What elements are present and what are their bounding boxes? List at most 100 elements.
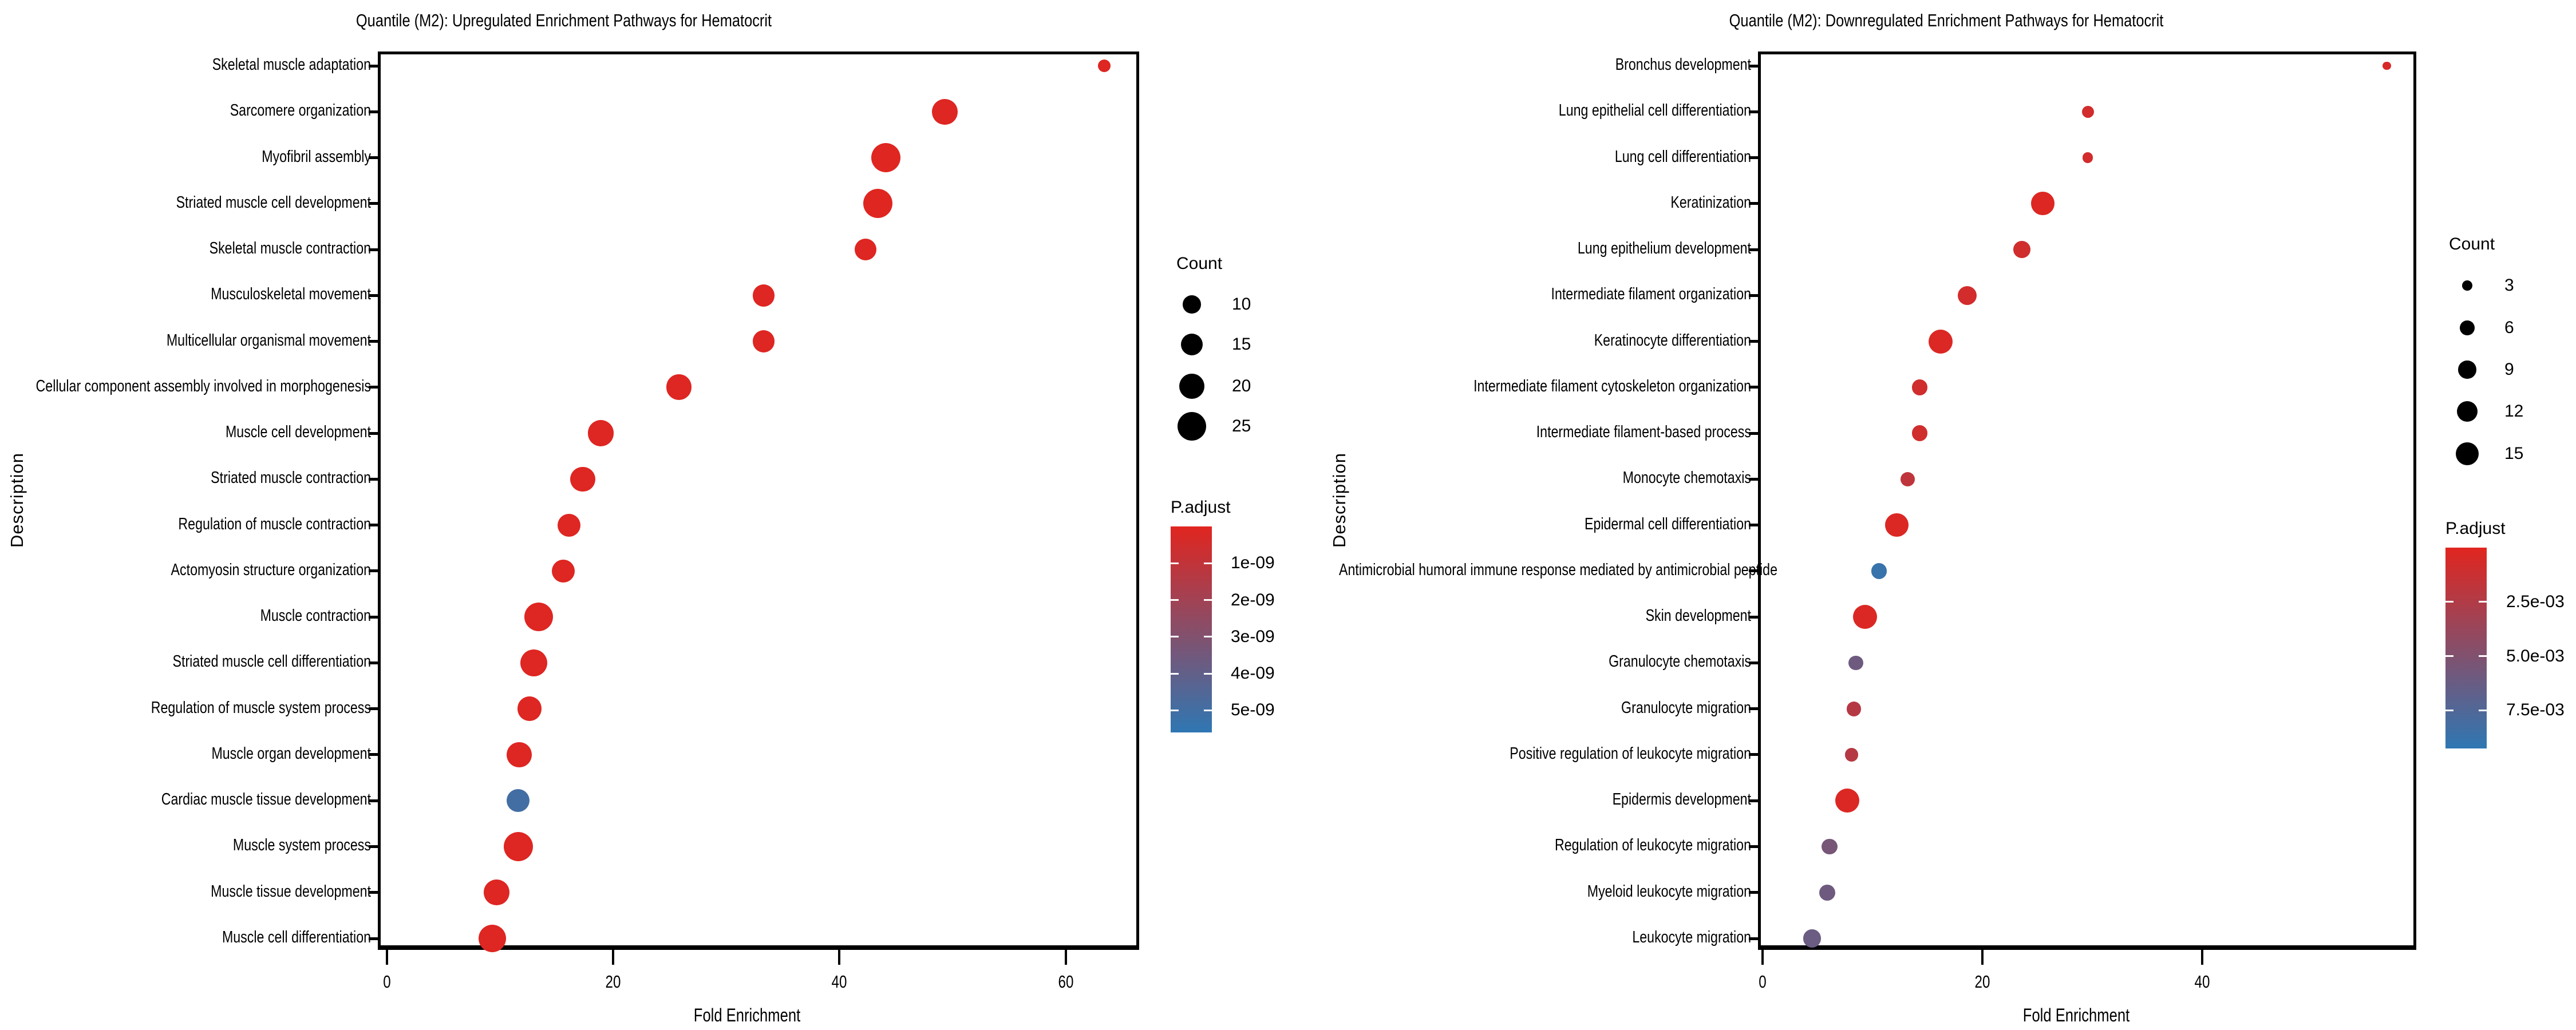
y-tick-mark <box>369 845 378 848</box>
category-label: Bronchus development <box>1615 56 1751 74</box>
category-label: Musculoskeletal movement <box>211 285 371 304</box>
count-legend-label: 15 <box>1232 335 1251 354</box>
data-point <box>587 420 614 446</box>
data-point <box>558 513 581 537</box>
colorbar-tick-mark <box>1171 672 1179 675</box>
padjust-tick-label: 3e-09 <box>1231 627 1275 646</box>
y-tick-mark <box>1749 64 1758 68</box>
colorbar-tick-mark <box>1171 599 1179 601</box>
category-label: Antimicrobial humoral immune response me… <box>1339 560 1777 579</box>
y-tick-mark <box>1749 524 1758 527</box>
y-tick-mark <box>1749 202 1758 205</box>
count-legend-label: 9 <box>2504 360 2514 379</box>
x-tick-mark <box>386 950 388 965</box>
y-tick-mark <box>1749 937 1758 940</box>
plot-panel <box>378 52 1139 950</box>
y-tick-mark <box>1749 386 1758 389</box>
colorbar-tick-mark <box>2479 709 2487 711</box>
y-tick-mark <box>369 477 378 481</box>
data-point <box>2081 105 2094 118</box>
category-label: Lung epithelium development <box>1577 239 1751 258</box>
y-tick-mark <box>1749 891 1758 894</box>
category-label: Muscle cell differentiation <box>222 928 371 946</box>
y-tick-mark <box>1749 110 1758 113</box>
x-tick-mark <box>1981 950 1984 965</box>
y-tick-mark <box>369 110 378 113</box>
y-tick-mark <box>1749 615 1758 619</box>
y-tick-mark <box>1749 845 1758 848</box>
padjust-legend-title-left: P.adjust <box>1171 498 1231 517</box>
data-point <box>1929 329 1953 354</box>
category-label: Muscle cell development <box>225 423 371 442</box>
count-legend-label: 25 <box>1232 417 1251 435</box>
data-point <box>752 284 775 307</box>
count-legend-label: 20 <box>1232 377 1251 395</box>
category-label: Myofibril assembly <box>262 147 371 166</box>
padjust-tick-label: 2.5e-03 <box>2506 592 2565 611</box>
data-point <box>1852 605 1877 629</box>
y-tick-mark <box>1749 340 1758 343</box>
padjust-tick-label: 5.0e-03 <box>2506 646 2565 665</box>
data-point <box>666 374 692 401</box>
x-tick-mark <box>838 950 841 965</box>
data-point <box>1900 472 1915 487</box>
category-label: Myeloid leukocyte migration <box>1587 882 1751 901</box>
colorbar-tick-mark <box>1204 709 1212 711</box>
count-legend-label: 3 <box>2504 276 2514 295</box>
x-tick-mark <box>2201 950 2203 965</box>
category-label: Regulation of muscle system process <box>151 698 371 717</box>
data-point <box>1835 789 1859 813</box>
x-tick-mark <box>1064 950 1067 965</box>
y-tick-mark <box>369 202 378 205</box>
count-legend-label: 10 <box>1232 295 1251 314</box>
padjust-legend-title-right: P.adjust <box>2445 519 2506 538</box>
data-point <box>1844 748 1859 762</box>
count-legend-title-left: Count <box>1176 254 1223 273</box>
data-point <box>1957 286 1977 305</box>
y-tick-mark <box>369 753 378 756</box>
data-point <box>1848 655 1864 671</box>
category-label: Granulocyte chemotaxis <box>1609 652 1751 671</box>
category-label: Skeletal muscle contraction <box>209 239 371 258</box>
y-tick-mark <box>1749 661 1758 664</box>
count-legend-label: 6 <box>2504 318 2514 337</box>
y-tick-mark <box>1749 156 1758 160</box>
data-point <box>570 466 595 492</box>
data-point <box>1911 379 1928 395</box>
count-legend-dot <box>2462 280 2473 291</box>
y-tick-mark <box>1749 707 1758 711</box>
padjust-tick-label: 4e-09 <box>1231 664 1275 683</box>
data-point <box>931 98 958 125</box>
plot-panel <box>1758 52 2416 950</box>
data-point <box>1819 884 1836 901</box>
category-label: Epidermal cell differentiation <box>1584 514 1751 533</box>
padjust-colorbar <box>1171 526 1212 732</box>
x-axis-title-fold-enrichment-right: Fold Enrichment <box>2022 1005 2130 1025</box>
count-legend-label: 15 <box>2504 444 2524 463</box>
category-label: Skin development <box>1645 607 1751 625</box>
padjust-tick-label: 1e-09 <box>1231 553 1275 573</box>
category-label: Cardiac muscle tissue development <box>161 790 371 809</box>
x-tick-label: 60 <box>1058 972 1074 992</box>
count-legend-title-right: Count <box>2449 235 2495 253</box>
x-tick-label: 20 <box>1974 972 1990 992</box>
data-point <box>1846 701 1862 716</box>
data-point <box>1822 838 1838 855</box>
y-tick-mark <box>369 294 378 297</box>
count-legend-dot <box>1179 373 1205 399</box>
chart-title-upregulated: Quantile (M2): Upregulated Enrichment Pa… <box>355 10 772 30</box>
count-legend-label: 12 <box>2504 402 2524 421</box>
category-label: Muscle organ development <box>211 744 371 763</box>
padjust-tick-label: 2e-09 <box>1231 590 1275 609</box>
y-tick-mark <box>369 615 378 619</box>
category-label: Monocyte chemotaxis <box>1622 469 1751 488</box>
data-point <box>2383 61 2391 70</box>
colorbar-tick-mark <box>1171 709 1179 711</box>
y-tick-mark <box>369 799 378 802</box>
y-tick-mark <box>1749 431 1758 435</box>
x-tick-label: 20 <box>605 972 621 992</box>
y-tick-mark <box>1749 248 1758 251</box>
y-tick-mark <box>369 937 378 940</box>
category-label: Keratinization <box>1670 193 1751 212</box>
